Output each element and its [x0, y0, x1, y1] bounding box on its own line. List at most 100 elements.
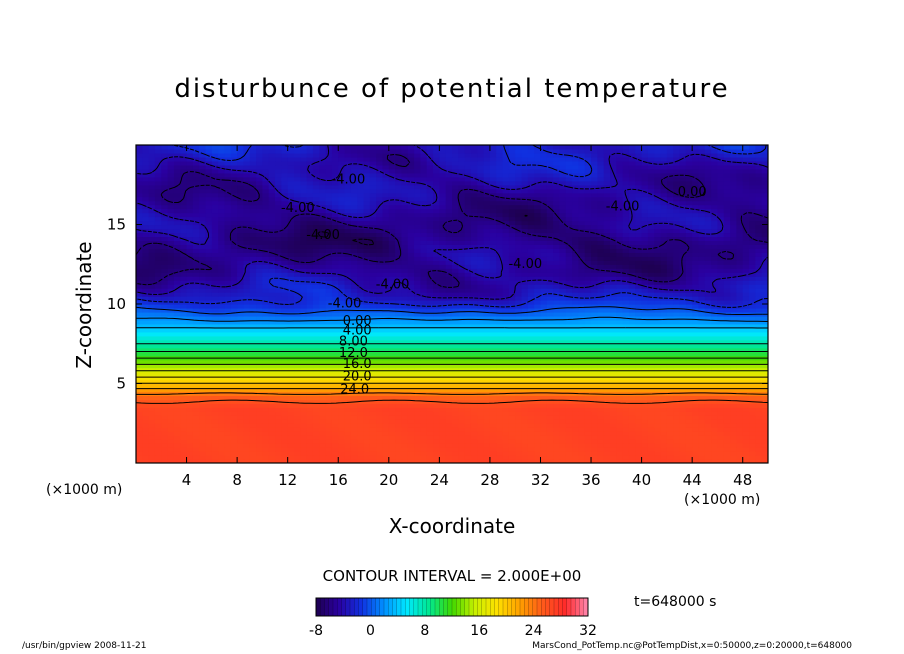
field-cell — [363, 319, 371, 325]
field-cell — [319, 296, 327, 301]
field-cell — [363, 331, 371, 337]
field-cell — [572, 395, 579, 400]
field-cell — [698, 399, 706, 404]
field-cell — [388, 379, 396, 385]
field-cell — [249, 323, 257, 329]
field-cell — [483, 415, 491, 420]
field-cell — [761, 375, 768, 381]
field-cell — [180, 451, 188, 456]
field-cell — [433, 367, 440, 373]
field-cell — [382, 343, 390, 349]
field-cell — [338, 304, 346, 309]
field-cell — [401, 331, 409, 337]
field-cell — [502, 304, 510, 309]
field-cell — [426, 311, 434, 317]
field-cell — [420, 423, 428, 428]
field-cell — [692, 323, 700, 329]
field-cell — [142, 347, 150, 353]
field-cell — [237, 439, 245, 444]
field-cell — [142, 363, 150, 369]
field-cell — [401, 379, 409, 385]
field-cell — [243, 276, 251, 281]
field-cell — [647, 407, 655, 412]
field-cell — [161, 296, 169, 301]
field-cell — [237, 387, 245, 393]
field-cell — [628, 399, 636, 404]
field-cell — [224, 296, 232, 301]
field-cell — [433, 359, 440, 365]
field-cell — [591, 451, 598, 456]
field-cell — [192, 443, 200, 448]
field-cell — [211, 391, 219, 397]
field-cell — [154, 351, 162, 357]
field-cell — [635, 395, 643, 400]
field-cell — [572, 435, 579, 440]
field-cell — [635, 343, 643, 349]
field-cell — [376, 443, 384, 448]
field-cell — [325, 284, 333, 289]
field-cell — [666, 327, 674, 333]
field-cell — [711, 407, 719, 412]
field-cell — [192, 435, 200, 440]
field-cell — [654, 300, 662, 305]
field-cell — [312, 403, 320, 408]
field-cell — [376, 371, 384, 377]
field-cell — [445, 264, 453, 269]
field-cell — [281, 403, 289, 408]
field-cell — [559, 327, 567, 333]
field-cell — [704, 387, 712, 393]
field-cell — [256, 319, 263, 325]
field-cell — [742, 276, 750, 281]
field-cell — [218, 411, 226, 416]
field-cell — [660, 439, 668, 444]
field-cell — [230, 323, 238, 329]
field-cell — [433, 280, 440, 285]
field-cell — [654, 304, 662, 309]
field-cell — [281, 272, 289, 277]
field-cell — [142, 371, 150, 377]
field-cell — [230, 272, 238, 277]
field-cell — [344, 276, 352, 281]
field-cell — [692, 419, 700, 424]
field-cell — [628, 407, 636, 412]
field-cell — [540, 363, 548, 369]
field-cell — [483, 288, 491, 293]
field-cell — [534, 359, 542, 365]
field-cell — [483, 435, 491, 440]
field-cell — [154, 403, 162, 408]
field-cell — [376, 379, 384, 385]
field-cell — [553, 327, 561, 333]
field-cell — [331, 292, 339, 297]
field-cell — [591, 268, 598, 273]
field-cell — [749, 343, 756, 349]
field-cell — [199, 391, 207, 397]
field-cell — [584, 387, 592, 393]
field-cell — [369, 367, 377, 373]
field-cell — [401, 280, 409, 285]
field-cell — [464, 419, 472, 424]
field-cell — [388, 276, 396, 281]
field-cell — [635, 367, 643, 373]
field-cell — [673, 319, 681, 325]
field-cell — [540, 411, 548, 416]
field-cell — [148, 296, 156, 301]
field-cell — [458, 371, 466, 377]
field-cell — [338, 339, 346, 345]
field-cell — [167, 415, 175, 420]
field-cell — [230, 419, 238, 424]
field-cell — [426, 423, 434, 428]
field-cell — [508, 415, 516, 420]
field-cell — [173, 276, 181, 281]
field-cell — [382, 439, 390, 444]
field-cell — [401, 323, 409, 329]
field-cell — [666, 307, 674, 313]
field-cell — [420, 451, 428, 456]
field-cell — [350, 292, 358, 297]
field-cell — [502, 280, 510, 285]
field-cell — [496, 431, 504, 436]
field-cell — [736, 399, 744, 404]
field-cell — [420, 276, 428, 281]
field-cell — [338, 419, 346, 424]
field-cell — [287, 375, 295, 381]
field-cell — [616, 455, 624, 460]
